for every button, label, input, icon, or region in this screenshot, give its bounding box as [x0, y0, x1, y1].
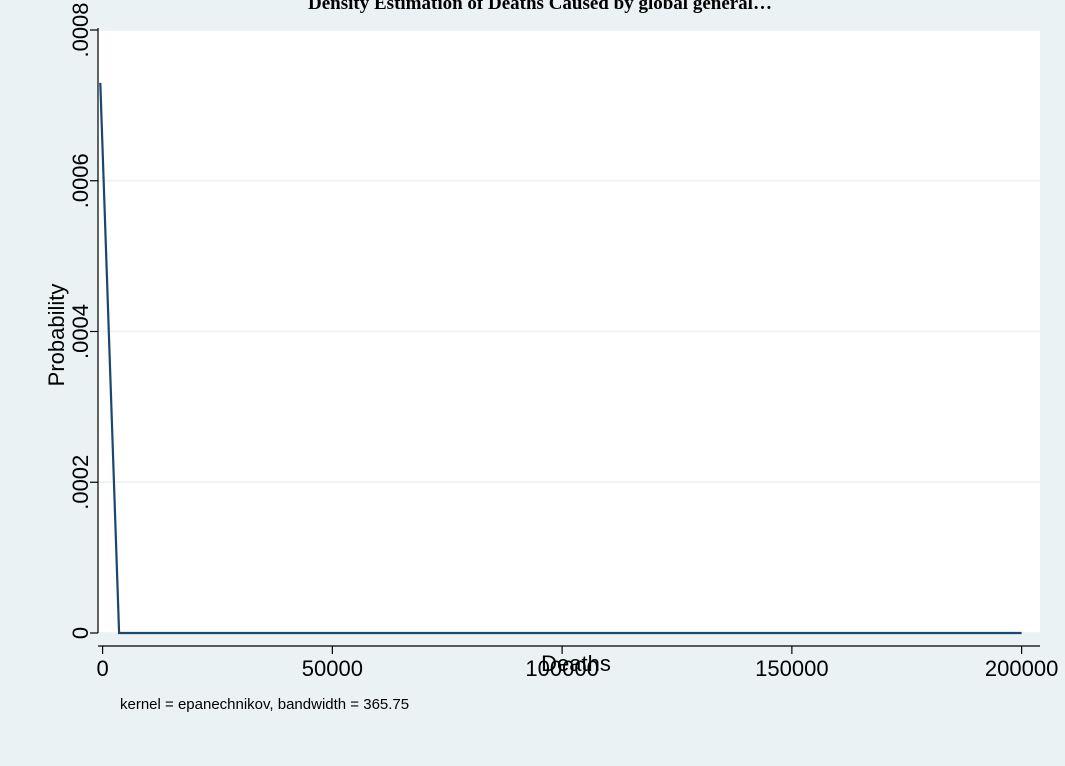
y-tick-label-0: 0	[68, 627, 93, 639]
x-tick-label-2: 100000	[525, 656, 598, 681]
y-tick-label-2: .0004	[68, 304, 93, 359]
x-tick-label-3: 150000	[755, 656, 828, 681]
y-axis-label: Probability	[44, 284, 69, 387]
density-line-0	[99, 82, 1022, 635]
axes-layer: 0 .0002 .0004 .0006 .0008 0 50000 100000 150000 2…	[68, 2, 1058, 681]
x-tick-label-0: 0	[96, 656, 108, 681]
x-tick-label-1: 50000	[302, 656, 363, 681]
x-axis-label: Deaths	[541, 651, 611, 676]
kernel-note: kernel = epanechnikov, bandwidth = 365.7…	[120, 696, 409, 713]
series-layer	[99, 82, 1022, 635]
y-tick-label-3: .0006	[68, 153, 93, 208]
y-tick-label-1: .0002	[68, 455, 93, 510]
chart-title: Density Estimation of Deaths Caused by g…	[308, 0, 772, 14]
x-tick-label-4: 200000	[985, 656, 1058, 681]
y-tick-label-4: .0008	[68, 2, 93, 57]
